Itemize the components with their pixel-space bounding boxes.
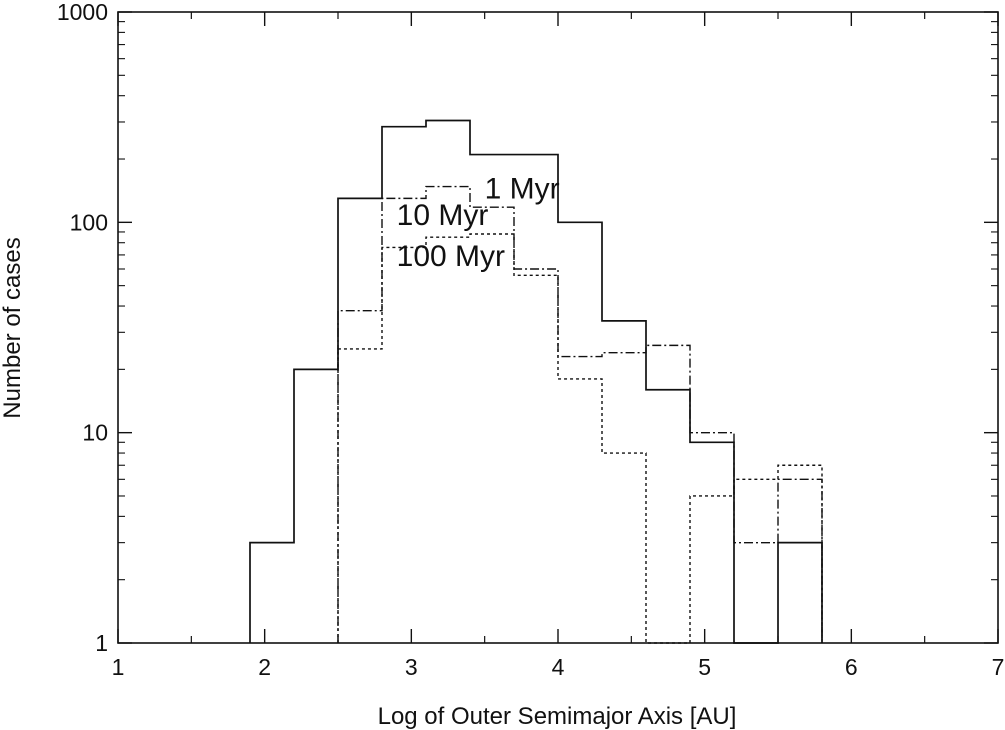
annotation-label: 10 Myr [397, 199, 489, 232]
x-tick-label: 3 [405, 654, 418, 680]
x-tick-label: 4 [552, 654, 565, 680]
axis-ticks: 1 2 3 4 5 6 7 1 10 100 1000 [57, 0, 1005, 680]
series-dashdot-step-line [337, 185, 823, 643]
series-dotted-step-line [337, 233, 823, 644]
y-axis-label: Number of cases [0, 237, 26, 418]
y-tick-label: 10 [82, 420, 108, 446]
y-tick-label: 1000 [57, 0, 108, 25]
x-tick-label: 7 [992, 654, 1005, 680]
y-tick-label: 100 [70, 209, 108, 235]
x-tick-label: 2 [258, 654, 271, 680]
annotation-label: 100 Myr [397, 240, 505, 273]
x-tick-label: 5 [698, 654, 711, 680]
x-axis-label: Log of Outer Semimajor Axis [AU] [378, 703, 737, 730]
x-tick-label: 1 [112, 654, 125, 680]
y-tick-label: 1 [95, 630, 108, 656]
series-group [249, 119, 823, 644]
annotation-label: 1 Myr [485, 172, 560, 205]
x-tick-label: 6 [845, 654, 858, 680]
